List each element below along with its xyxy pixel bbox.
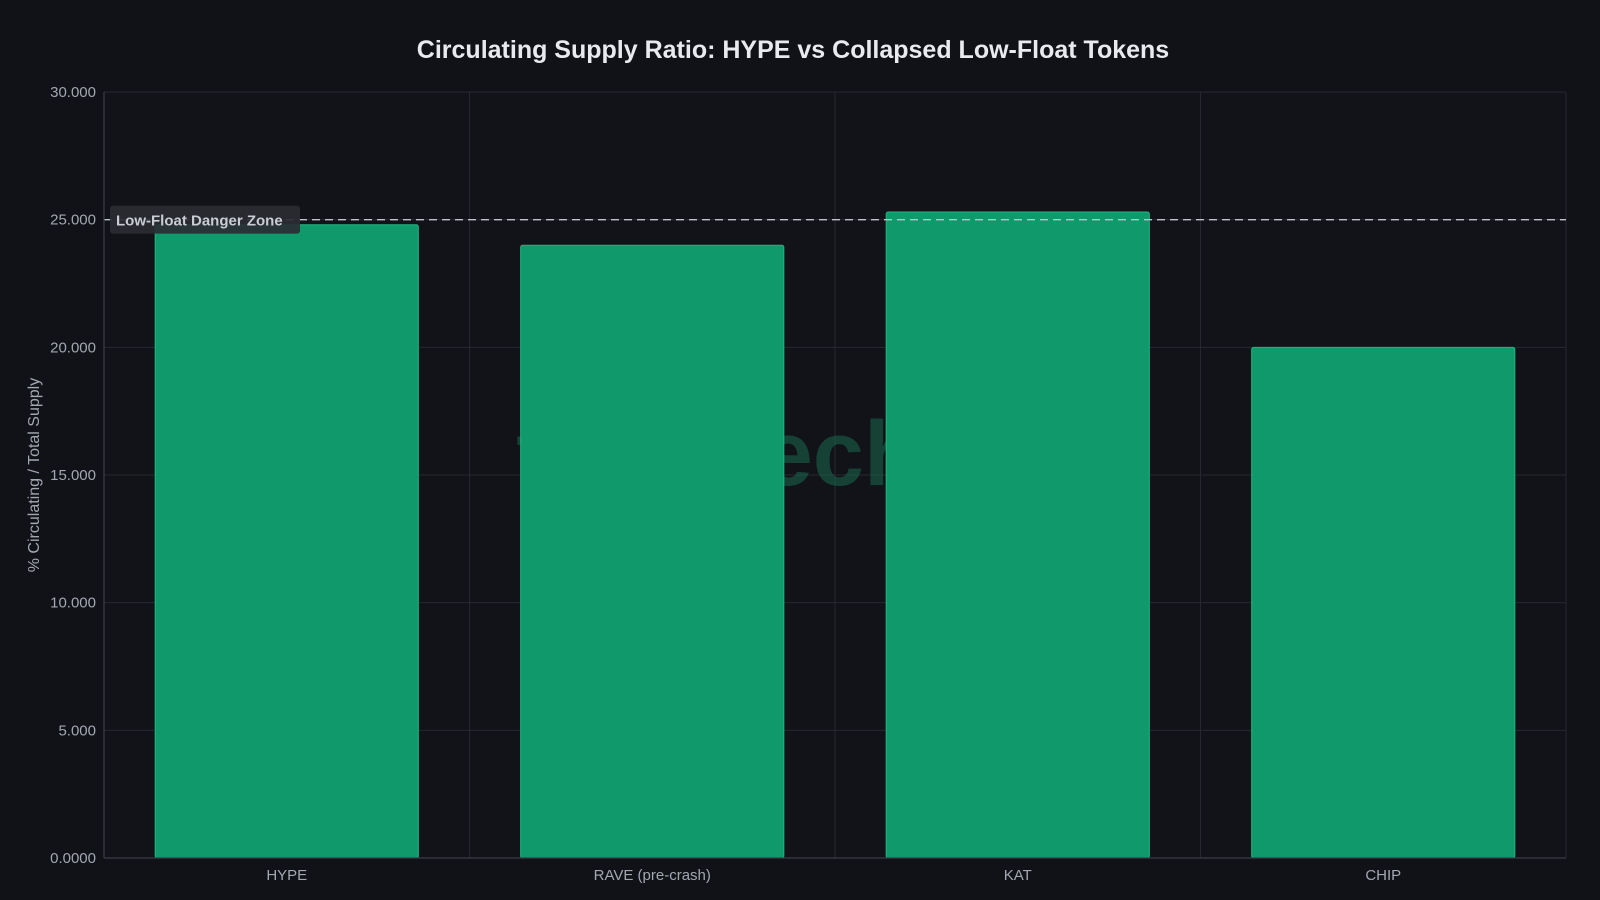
- x-tick-label: KAT: [1004, 867, 1032, 884]
- y-tick-label: 5.000: [58, 722, 96, 739]
- chart-title: Circulating Supply Ratio: HYPE vs Collap…: [417, 36, 1169, 64]
- x-tick-label: CHIP: [1365, 867, 1401, 884]
- bar: [885, 211, 1150, 859]
- x-tick-labels: HYPE RAVE (pre-crash) KAT CHIP: [266, 867, 1401, 884]
- x-tick-label: RAVE (pre-crash): [594, 867, 711, 884]
- y-tick-label: 10.000: [50, 595, 96, 612]
- axes: [103, 92, 1566, 859]
- x-tick-label: HYPE: [266, 867, 307, 884]
- bar: [1251, 346, 1516, 859]
- reference-line-label: Low-Float Danger Zone: [116, 213, 283, 230]
- reference-line-group: Low-Float Danger Zone: [104, 205, 1566, 234]
- y-tick-labels: 0.0000 5.000 10.000 15.000 20.000 25.000 30.00…: [50, 84, 96, 867]
- y-tick-label: 20.000: [50, 339, 96, 356]
- bar: [154, 224, 419, 859]
- y-tick-label: 0.0000: [50, 850, 96, 867]
- y-axis-label: % Circulating / Total Supply: [26, 378, 43, 572]
- reference-label-box: [110, 205, 300, 234]
- y-tick-label: 30.000: [50, 84, 96, 101]
- bar: [520, 244, 785, 859]
- bars: [154, 211, 1516, 859]
- y-tick-label: 25.000: [50, 212, 96, 229]
- y-tick-label: 15.000: [50, 467, 96, 484]
